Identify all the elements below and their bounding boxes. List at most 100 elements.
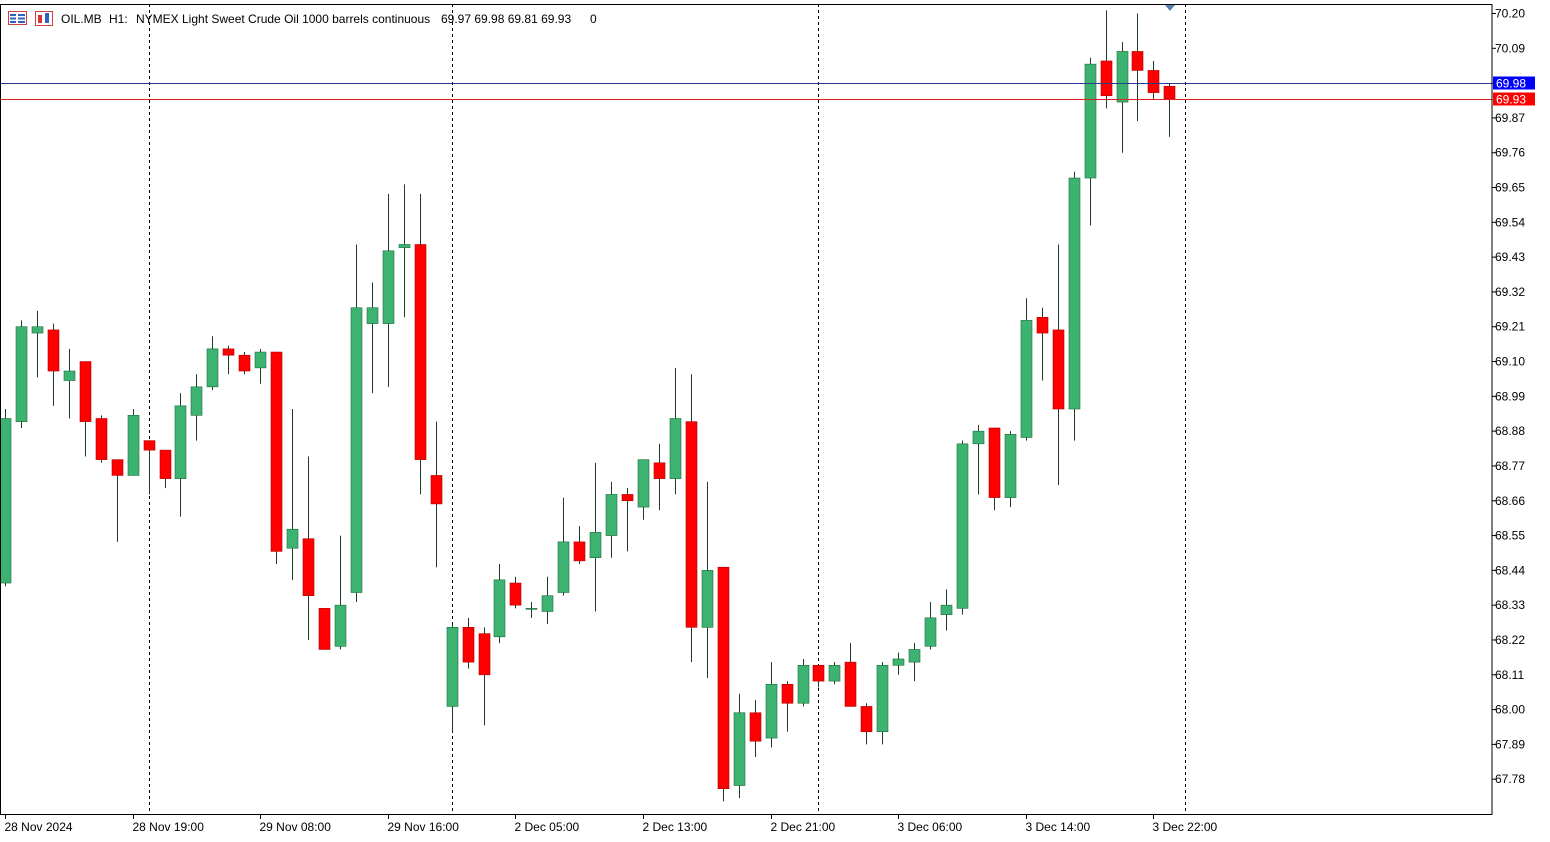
- candle[interactable]: [111, 459, 124, 542]
- candle[interactable]: [876, 662, 889, 745]
- candle[interactable]: [908, 643, 921, 682]
- bear-candle-body: [302, 538, 315, 596]
- candle[interactable]: [605, 481, 618, 558]
- bear-candle-body: [478, 633, 491, 676]
- candle[interactable]: [892, 652, 905, 675]
- time-tick-label: 29 Nov 16:00: [388, 820, 460, 834]
- price-tick-label: 67.89: [1495, 737, 1525, 751]
- chart-menu-icon[interactable]: [8, 11, 27, 25]
- candle[interactable]: [47, 323, 60, 406]
- bear-candle-body: [573, 541, 586, 562]
- candle[interactable]: [509, 576, 522, 609]
- trading-icon[interactable]: [35, 11, 53, 26]
- candle[interactable]: [95, 415, 108, 463]
- candle[interactable]: [1052, 244, 1065, 485]
- candle[interactable]: [621, 488, 634, 552]
- candle[interactable]: [143, 440, 156, 495]
- candle[interactable]: [462, 617, 475, 669]
- candle[interactable]: [31, 310, 44, 378]
- candle[interactable]: [1068, 171, 1081, 441]
- candle[interactable]: [1100, 10, 1113, 109]
- candle[interactable]: [159, 449, 172, 489]
- candle[interactable]: [127, 409, 140, 476]
- candle[interactable]: [238, 352, 251, 375]
- candle[interactable]: [478, 627, 491, 726]
- candle[interactable]: [318, 608, 331, 650]
- candle[interactable]: [701, 481, 714, 678]
- candle[interactable]: [79, 361, 92, 457]
- bear-candle-body: [318, 608, 331, 650]
- candle[interactable]: [924, 602, 937, 650]
- candle[interactable]: [63, 348, 76, 419]
- candle[interactable]: [988, 427, 1001, 511]
- candle[interactable]: [430, 421, 443, 568]
- candle[interactable]: [781, 681, 794, 732]
- candle[interactable]: [0, 409, 12, 587]
- candle[interactable]: [1020, 298, 1033, 441]
- candle[interactable]: [254, 348, 267, 384]
- shift-marker-icon[interactable]: [1165, 5, 1175, 11]
- candle[interactable]: [1116, 41, 1129, 153]
- candle[interactable]: [366, 282, 379, 394]
- candle[interactable]: [206, 336, 219, 391]
- candle[interactable]: [446, 624, 459, 732]
- candle[interactable]: [812, 664, 825, 688]
- bull-candle-body: [637, 459, 650, 508]
- price-tick-label: 68.22: [1495, 633, 1525, 647]
- candle[interactable]: [222, 345, 235, 375]
- bear-candle-body: [860, 706, 873, 733]
- bull-candle-body: [557, 541, 570, 593]
- time-tick-label: 3 Dec 14:00: [1026, 820, 1091, 834]
- candle[interactable]: [765, 662, 778, 748]
- candle[interactable]: [1131, 13, 1144, 122]
- candle[interactable]: [1036, 307, 1049, 381]
- candle[interactable]: [797, 658, 810, 707]
- candles[interactable]: [0, 10, 1176, 802]
- candle[interactable]: [493, 564, 506, 644]
- header-volume: 0: [590, 12, 597, 26]
- price-tick-label: 68.99: [1495, 389, 1525, 403]
- time-axis[interactable]: 28 Nov 2024 28 Nov 19:00 29 Nov 08:00 29 No…: [5, 814, 1218, 834]
- candle[interactable]: [557, 497, 570, 596]
- candle[interactable]: [1084, 57, 1097, 226]
- time-tick-label: 3 Dec 06:00: [898, 820, 963, 834]
- candle[interactable]: [525, 602, 538, 618]
- candle[interactable]: [828, 662, 841, 685]
- candle[interactable]: [1147, 60, 1160, 99]
- candle[interactable]: [653, 443, 666, 511]
- candle[interactable]: [414, 193, 427, 495]
- candle[interactable]: [382, 193, 395, 387]
- bull-candle-body: [589, 532, 602, 559]
- candle[interactable]: [286, 409, 299, 580]
- price-tick-label: 69.21: [1495, 320, 1525, 334]
- time-tick-label: 3 Dec 22:00: [1153, 820, 1218, 834]
- candle[interactable]: [1004, 431, 1017, 508]
- candle[interactable]: [270, 351, 283, 565]
- candle[interactable]: [573, 526, 586, 565]
- candle[interactable]: [860, 703, 873, 745]
- candle[interactable]: [749, 700, 762, 758]
- candle[interactable]: [972, 424, 985, 495]
- candle[interactable]: [398, 184, 411, 318]
- candle[interactable]: [190, 374, 203, 441]
- candle[interactable]: [940, 589, 953, 631]
- candle[interactable]: [541, 576, 554, 625]
- candle[interactable]: [174, 393, 187, 517]
- candle[interactable]: [733, 693, 746, 799]
- candle[interactable]: [956, 440, 969, 615]
- candle[interactable]: [334, 535, 347, 650]
- candle[interactable]: [637, 459, 650, 520]
- candle[interactable]: [15, 320, 28, 428]
- candle[interactable]: [589, 462, 602, 612]
- candle[interactable]: [350, 244, 363, 603]
- candle[interactable]: [302, 456, 315, 640]
- candle[interactable]: [717, 566, 730, 802]
- candle[interactable]: [844, 643, 857, 707]
- bull-candle-body: [15, 326, 28, 422]
- candle[interactable]: [685, 374, 698, 663]
- price-axis[interactable]: 70.20 70.09 69.98 69.87 69.76 69.65 69.54 69.43…: [1492, 6, 1535, 786]
- candle[interactable]: [1163, 83, 1176, 137]
- candle[interactable]: [669, 367, 682, 495]
